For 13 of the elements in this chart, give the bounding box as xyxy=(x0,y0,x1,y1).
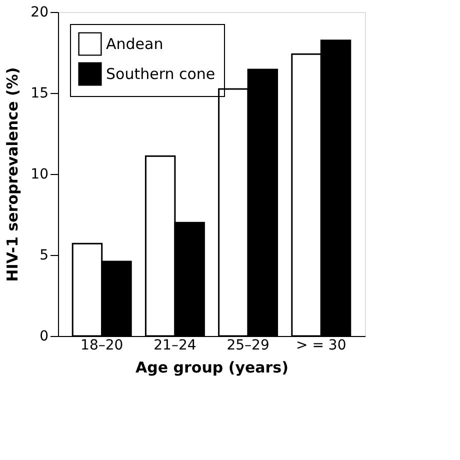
x-tick-label: 18–20 xyxy=(80,338,124,354)
legend-label: Southern cone xyxy=(106,65,216,83)
y-tick-label: 20 xyxy=(30,4,48,20)
y-tick-label: 0 xyxy=(40,328,48,344)
y-tick-label: 15 xyxy=(30,86,48,102)
x-tick-label: 21–24 xyxy=(154,338,196,354)
x-tick-label: 25–29 xyxy=(226,338,270,354)
y-axis-title: HIV-1 seroprevalence (%) xyxy=(4,67,22,282)
x-axis-title: Age group (years) xyxy=(136,358,288,376)
y-tick-label: 10 xyxy=(30,166,48,182)
y-tick-label: 5 xyxy=(40,248,48,264)
legend-label: Andean xyxy=(106,35,164,53)
x-tick-label: > = 30 xyxy=(296,338,346,354)
